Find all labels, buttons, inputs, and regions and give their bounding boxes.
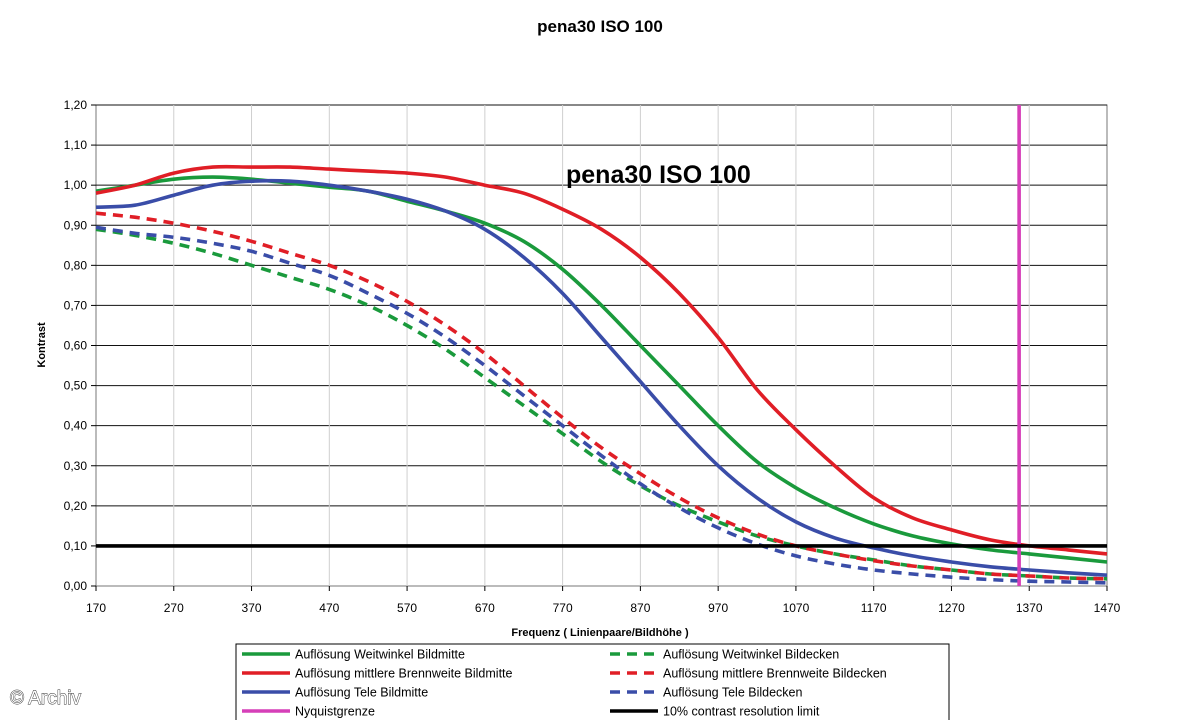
series-line-aufl-sung-mittlere-brennweite-bildmitte bbox=[95, 164, 1108, 556]
x-tick-label: 870 bbox=[630, 601, 650, 615]
y-tick-label: 0,60 bbox=[64, 339, 88, 353]
y-tick-label: 0,40 bbox=[64, 419, 88, 433]
y-tick-label: 0,20 bbox=[64, 499, 88, 513]
legend-label: Auflösung mittlere Brennweite Bildmitte bbox=[295, 667, 513, 681]
x-tick-label: 270 bbox=[164, 601, 184, 615]
watermark-text: © Archiv bbox=[10, 688, 82, 709]
x-tick-label: 170 bbox=[86, 601, 106, 615]
x-tick-label: 970 bbox=[708, 601, 728, 615]
legend-label: Auflösung Tele Bildecken bbox=[663, 686, 802, 700]
y-tick-label: 0,50 bbox=[64, 379, 88, 393]
x-tick-label: 370 bbox=[242, 601, 262, 615]
series-line-aufl-sung-tele-bildmitte bbox=[95, 178, 1108, 577]
x-tick-label: 1270 bbox=[938, 601, 965, 615]
y-axis-label: Kontrast bbox=[36, 322, 48, 368]
y-tick-label: 0,90 bbox=[64, 218, 88, 232]
y-tick-label: 1,10 bbox=[64, 138, 88, 152]
x-tick-label: 570 bbox=[397, 601, 417, 615]
series-line-aufl-sung-tele-bildecken bbox=[95, 225, 1108, 585]
y-tick-label: 0,10 bbox=[64, 539, 88, 553]
legend-label: 10% contrast resolution limit bbox=[663, 705, 820, 719]
legend-label: Auflösung mittlere Brennweite Bildecken bbox=[663, 667, 887, 681]
y-tick-label: 0,00 bbox=[64, 579, 88, 593]
series-line-aufl-sung-mittlere-brennweite-bildecken bbox=[95, 211, 1108, 581]
legend-label: Nyquistgrenze bbox=[295, 705, 375, 719]
chart-title: pena30 ISO 100 bbox=[537, 17, 663, 36]
x-tick-label: 1370 bbox=[1016, 601, 1043, 615]
x-tick-label: 1470 bbox=[1094, 601, 1121, 615]
legend-label: Auflösung Weitwinkel Bildmitte bbox=[295, 648, 465, 662]
series-line-aufl-sung-weitwinkel-bildecken bbox=[95, 227, 1108, 581]
y-tick-label: 1,00 bbox=[64, 178, 88, 192]
y-tick-label: 0,80 bbox=[64, 258, 88, 272]
x-axis-label: Frequenz ( Linienpaare/Bildhöhe ) bbox=[511, 627, 689, 639]
y-tick-label: 1,20 bbox=[64, 98, 88, 112]
x-tick-label: 670 bbox=[475, 601, 495, 615]
y-tick-label: 0,30 bbox=[64, 459, 88, 473]
x-tick-label: 1170 bbox=[861, 601, 887, 615]
x-tick-label: 470 bbox=[319, 601, 339, 615]
x-tick-label: 770 bbox=[553, 601, 573, 615]
legend-box bbox=[235, 643, 950, 720]
inner-chart-title: pena30 ISO 100 bbox=[566, 161, 751, 189]
legend-label: Auflösung Tele Bildmitte bbox=[295, 686, 428, 700]
legend-label: Auflösung Weitwinkel Bildecken bbox=[663, 648, 839, 662]
y-tick-label: 0,70 bbox=[64, 298, 88, 312]
x-tick-label: 1070 bbox=[783, 601, 810, 615]
